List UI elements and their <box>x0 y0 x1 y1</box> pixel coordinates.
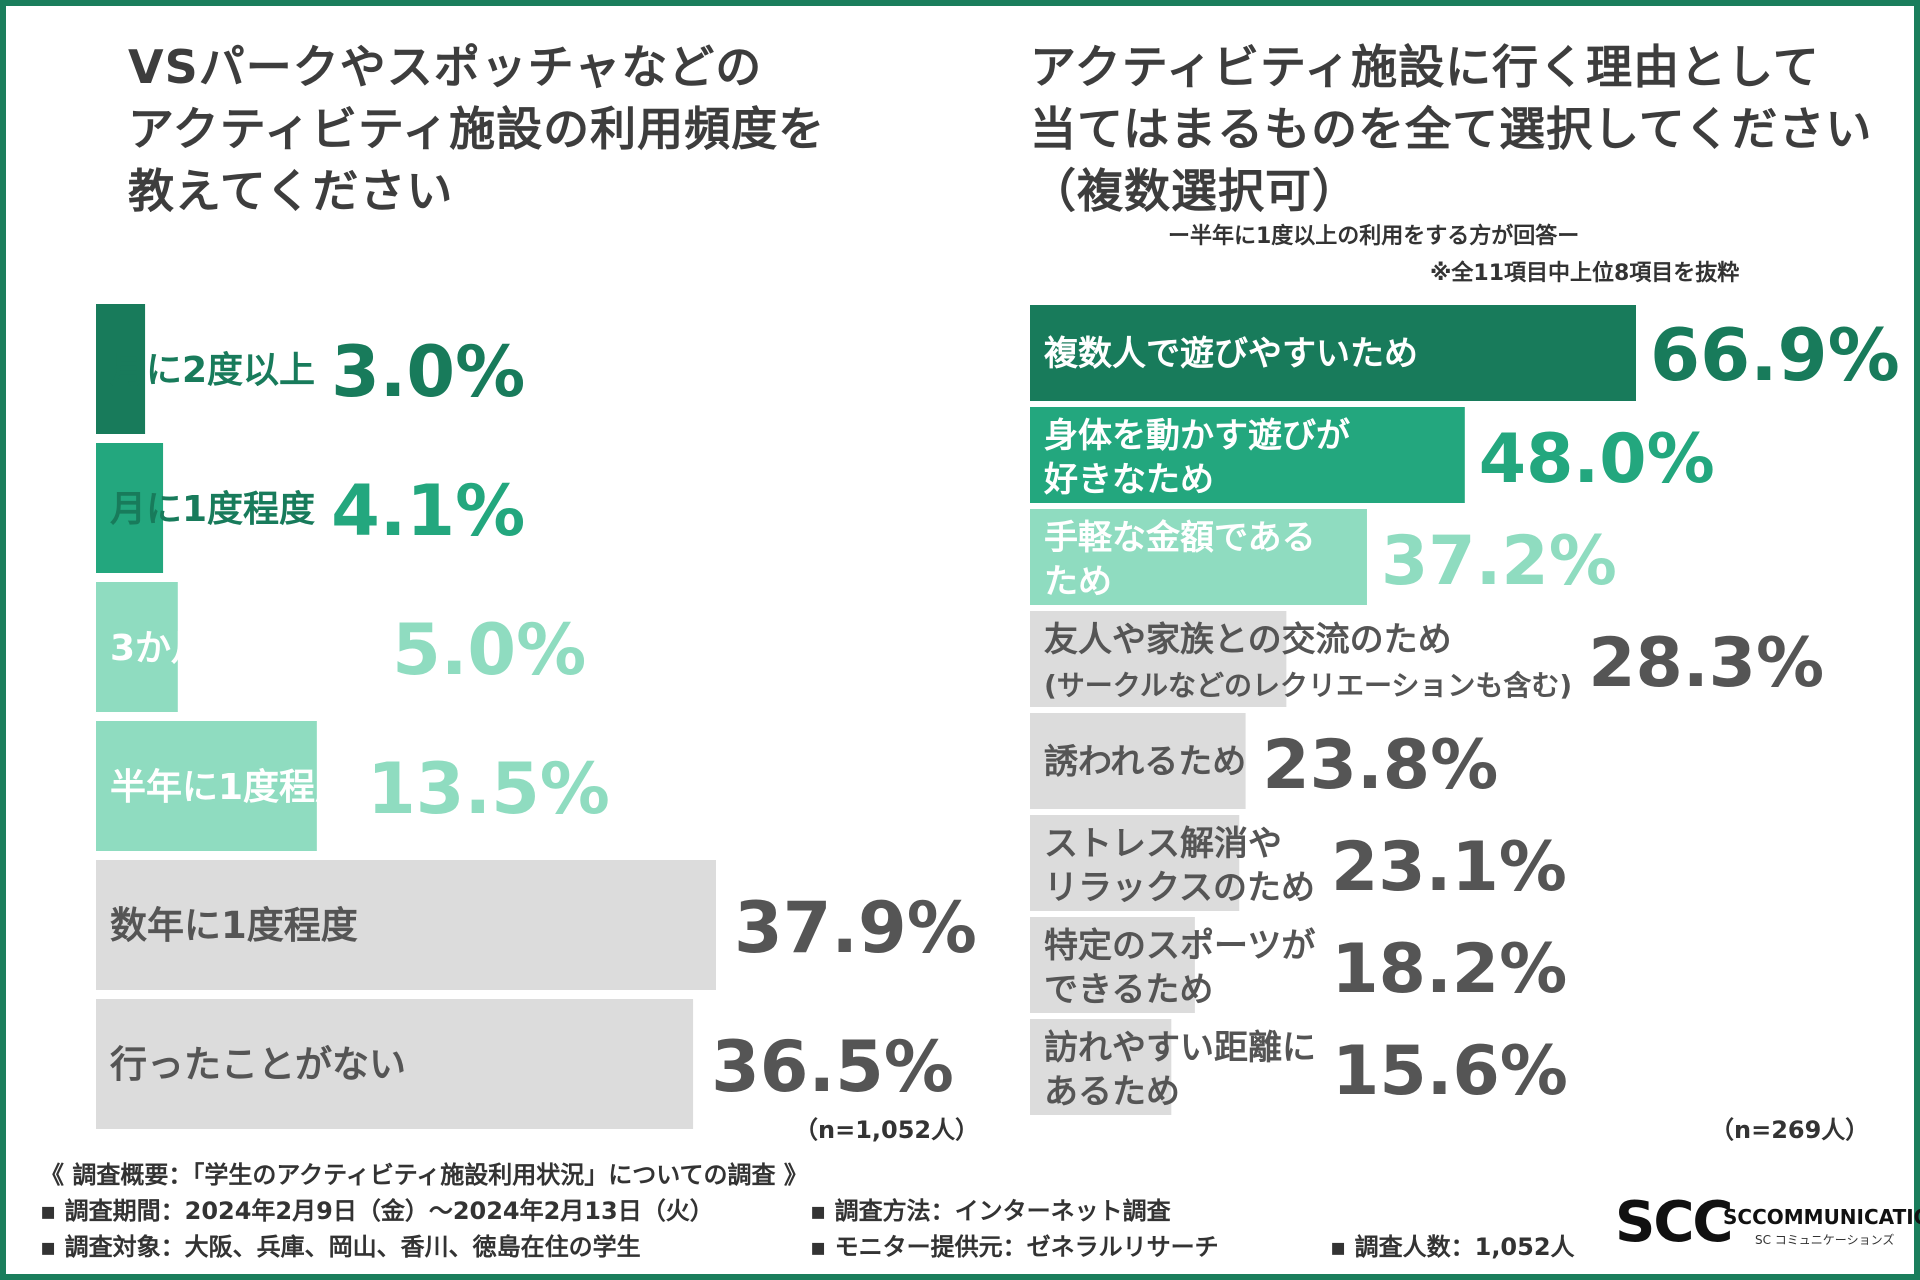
category-label: 月に1度程度 <box>110 489 315 530</box>
category-label: 訪れやすい距離に <box>1044 1028 1316 1068</box>
left-sample-size: （n=1,052人） <box>794 1116 980 1144</box>
left-chart-title: VSパークやスポッチャなどの アクティビティ施設の利用頻度を 教えてください <box>128 36 825 222</box>
right-note: ※全11項目中上位8項目を抜粋 <box>1430 261 1740 286</box>
right-sample-size: （n=269人） <box>1710 1116 1870 1144</box>
bar <box>1030 305 1636 401</box>
right-title-line: 当てはまるものを全て選択してください <box>1030 102 1873 156</box>
category-label: 数年に1度程度 <box>110 904 358 947</box>
category-label: 月に2度以上 <box>110 350 315 391</box>
value-label: 23.8% <box>1262 726 1498 805</box>
category-label: 好きなため <box>1043 460 1214 500</box>
logo-mark: SCC <box>1615 1190 1734 1255</box>
category-label: (サークルなどのレクリエーションも含む) <box>1044 669 1572 702</box>
value-label: 37.2% <box>1381 522 1617 601</box>
bar <box>96 999 694 1129</box>
value-label: 4.1% <box>331 470 525 552</box>
survey-summary: 《 調査概要：「学生のアクティビティ施設利用状況」についての調査 》 ▪ 調査期… <box>40 1155 1600 1270</box>
survey-target: ▪ 調査対象：大阪、兵庫、岡山、香川、徳島在住の学生 <box>40 1233 641 1261</box>
category-label: 誘われるため <box>1044 742 1246 782</box>
bar <box>1030 509 1367 605</box>
value-label: 36.5% <box>711 1026 954 1108</box>
left-title-line: アクティビティ施設の利用頻度を <box>128 102 826 156</box>
category-label: ため <box>1044 562 1112 602</box>
category-label: リラックスのため <box>1044 868 1315 908</box>
right-title-line: アクティビティ施設に行く理由として <box>1030 40 1820 94</box>
bar <box>96 860 716 990</box>
value-label: 3.0% <box>331 331 525 413</box>
category-label: 手軽な金額である <box>1044 518 1316 558</box>
left-bar-chart: 月に2度以上 3.0% 月に1度程度 4.1% 3か月に1度程度 5.0% 半年に1度程度 1… <box>96 304 977 1129</box>
survey-title: 《 調査概要：「学生のアクティビティ施設利用状況」についての調査 》 <box>40 1161 808 1189</box>
logo-kana: SC コミュニケーションズ <box>1755 1233 1895 1247</box>
value-label: 37.9% <box>734 887 977 969</box>
value-label: 13.5% <box>367 748 610 830</box>
left-title-line: 教えてください <box>128 164 454 218</box>
value-label: 15.6% <box>1332 1032 1568 1111</box>
bar <box>1030 815 1240 911</box>
bar <box>96 443 164 573</box>
monitor-provider: ▪ モニター提供元：ゼネラルリサーチ <box>810 1233 1219 1261</box>
category-label: 行ったことがない <box>110 1043 406 1086</box>
logo-name: SCCOMMUNICATIONS <box>1723 1205 1920 1229</box>
value-label: 66.9% <box>1650 313 1900 397</box>
bar <box>1030 1019 1172 1115</box>
bar <box>96 582 178 712</box>
category-label: 複数人で遊びやすいため <box>1044 334 1418 374</box>
bar <box>1030 713 1246 809</box>
value-label: 18.2% <box>1331 930 1567 1009</box>
bar <box>1030 917 1195 1013</box>
company-logo: SCC SCCOMMUNICATIONS SC コミュニケーションズ <box>1615 1190 1920 1258</box>
value-label: 5.0% <box>392 609 586 691</box>
category-label: 3か月に1度程度 <box>110 628 376 669</box>
category-label: 特定のスポーツが <box>1044 926 1315 966</box>
value-label: 23.1% <box>1331 828 1567 907</box>
bar <box>1030 611 1287 707</box>
category-label: 友人や家族との交流のため <box>1044 620 1452 660</box>
category-label: できるため <box>1044 970 1213 1010</box>
survey-count: ▪ 調査人数：1,052人 <box>1330 1233 1575 1261</box>
survey-period: ▪ 調査期間：2024年2月9日（金）～2024年2月13日（火） <box>40 1197 714 1225</box>
right-chart-title: アクティビティ施設に行く理由として 当てはまるものを全て選択してください （複数… <box>1030 36 1872 222</box>
right-subtitle: ー半年に1度以上の利用をする方が回答ー <box>1168 224 1580 249</box>
value-label: 28.3% <box>1588 624 1824 703</box>
bar <box>96 721 317 851</box>
category-label: 半年に1度程度 <box>110 767 351 808</box>
value-label: 48.0% <box>1479 420 1715 499</box>
survey-method: ▪ 調査方法：インターネット調査 <box>810 1197 1171 1225</box>
category-label: ストレス解消や <box>1044 824 1282 864</box>
category-label: あるため <box>1044 1072 1180 1112</box>
right-title-line: （複数選択可） <box>1030 164 1359 218</box>
category-label: 身体を動かす遊びが <box>1044 416 1350 456</box>
left-title-line: VSパークやスポッチャなどの <box>128 40 763 94</box>
bar <box>96 304 146 434</box>
bar <box>1030 407 1465 503</box>
